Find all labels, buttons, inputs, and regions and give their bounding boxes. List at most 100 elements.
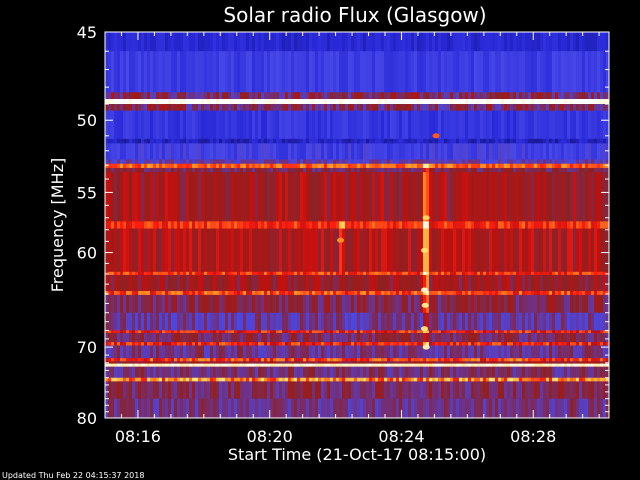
heat-cell [477,332,481,343]
heat-cell [549,271,553,276]
heat-cell [348,312,352,331]
heat-cell [132,358,136,362]
heat-cell [369,99,373,105]
heat-cell [111,274,115,292]
heat-cell [414,167,418,173]
heat-cell [285,377,289,382]
heat-cell [177,398,181,418]
heat-cell [270,110,274,140]
heat-cell [165,332,169,343]
heat-cell [423,363,427,367]
heat-cell [396,92,400,100]
heat-cell [216,167,220,173]
heat-cell [354,99,358,105]
heat-cell [384,361,388,364]
heat-cell [414,92,418,100]
heat-cell [414,221,418,229]
heat-cell [105,228,109,273]
heat-cell [417,366,421,379]
heat-cell [333,366,337,379]
heat-cell [357,163,361,169]
heat-cell [174,363,178,367]
frequency-band [105,363,609,367]
heat-cell [312,345,316,359]
heat-cell [543,358,547,362]
heat-cell [345,221,349,229]
heat-cell [600,138,604,144]
heat-cell [357,330,361,334]
heat-cell [123,361,127,364]
heat-cell [561,377,565,382]
heat-cell [207,104,211,111]
heat-cell [465,172,469,222]
heat-cell [468,104,472,111]
frequency-band [105,332,609,343]
heat-cell [282,312,286,331]
heat-cell [465,228,469,273]
heat-cell [183,294,187,314]
heat-cell [375,366,379,379]
heat-cell [267,271,271,276]
heat-cell [552,366,556,379]
heat-cell [516,291,520,296]
heat-cell [108,32,112,52]
heat-cell [582,172,586,222]
heat-cell [117,366,121,379]
heat-cell [576,366,580,379]
heat-cell [147,159,151,165]
heat-cell [504,167,508,173]
heat-cell [252,221,256,229]
heat-cell [171,363,175,367]
heat-cell [522,51,526,93]
heat-cell [192,163,196,169]
heat-cell [210,138,214,144]
heat-cell [447,312,451,331]
heat-cell [504,228,508,273]
heat-cell [402,99,406,105]
heat-cell [303,377,307,382]
heat-cell [276,358,280,362]
heat-cell [432,312,436,331]
heat-cell [453,221,457,229]
heat-cell [447,92,451,100]
heat-cell [492,221,496,229]
heat-cell [303,110,307,140]
heat-cell [123,358,127,362]
heat-cell [261,291,265,296]
heat-cell [204,332,208,343]
heat-cell [294,110,298,140]
heat-cell [297,51,301,93]
heat-cell [402,312,406,331]
heat-cell [447,110,451,140]
heat-cell [273,377,277,382]
heat-cell [591,294,595,314]
heat-cell [522,159,526,165]
heat-cell [198,398,202,418]
heat-cell [291,345,295,359]
heat-cell [108,271,112,276]
heat-cell [267,381,271,399]
heat-cell [168,110,172,140]
heat-cell [126,92,130,100]
heat-cell [117,138,121,144]
heat-cell [450,110,454,140]
heat-cell [447,358,451,362]
heat-cell [438,330,442,334]
heat-cell [258,291,262,296]
heat-cell [327,330,331,334]
heat-cell [507,312,511,331]
heat-cell [384,104,388,111]
heat-cell [120,172,124,222]
heat-cell [162,345,166,359]
heat-cell [513,110,517,140]
heat-cell [480,381,484,399]
heat-cell [525,330,529,334]
heat-cell [384,221,388,229]
heat-cell [534,274,538,292]
heat-cell [324,221,328,229]
heat-cell [495,221,499,229]
heat-cell [402,332,406,343]
heat-cell [291,366,295,379]
heat-cell [183,138,187,144]
heat-cell [357,143,361,160]
